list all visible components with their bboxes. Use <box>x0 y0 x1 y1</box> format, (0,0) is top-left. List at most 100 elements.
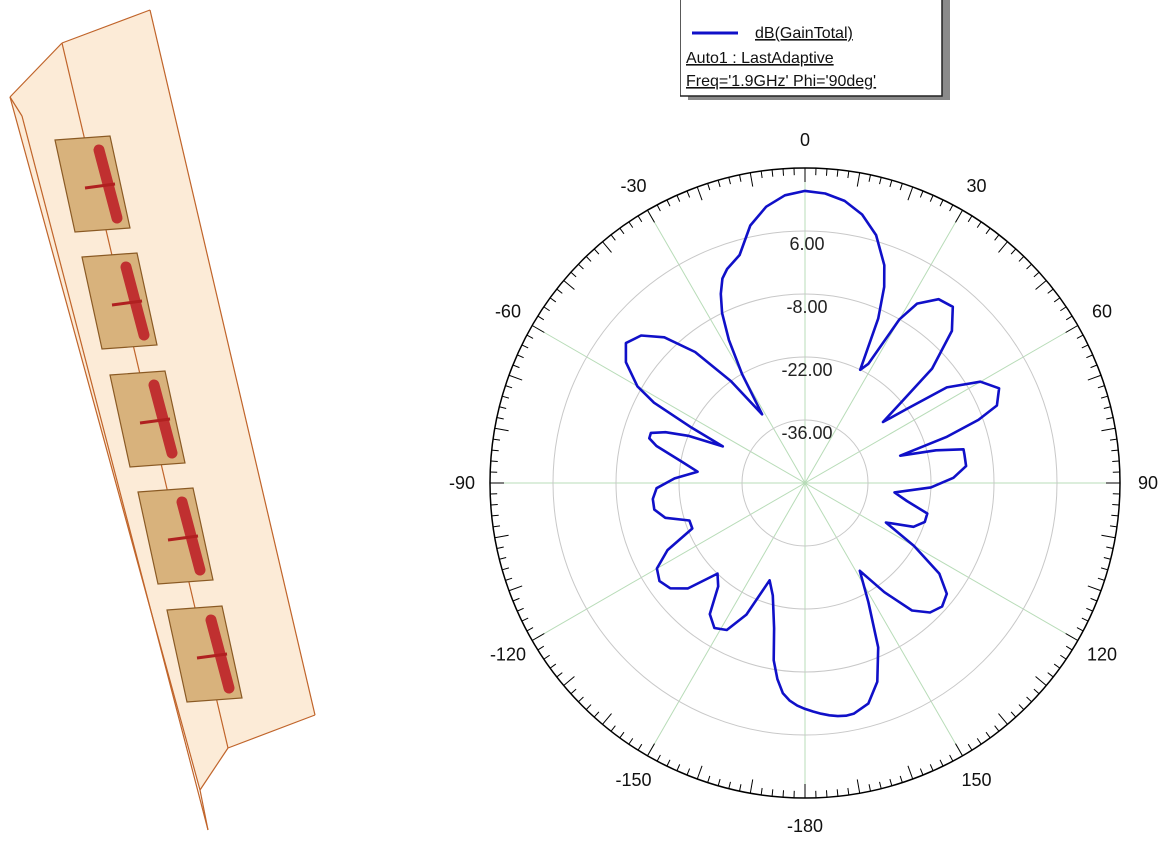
minor-tick <box>1076 334 1084 339</box>
feed-line <box>167 534 199 542</box>
reflector-edge <box>199 747 229 791</box>
minor-tick <box>1109 438 1118 441</box>
patch-element <box>166 605 243 703</box>
major-tick <box>1065 325 1079 333</box>
legend-setup-label: Auto1 : LastAdaptive <box>686 50 834 67</box>
minor-tick <box>491 449 499 452</box>
minor-tick <box>1103 557 1111 560</box>
minor-tick <box>526 334 534 339</box>
major-tick <box>907 186 914 201</box>
chart-legend: dB(GainTotal) Auto1 : LastAdaptive Freq=… <box>680 0 950 100</box>
minor-tick <box>570 688 577 695</box>
minor-tick <box>1076 627 1084 632</box>
minor-tick <box>556 672 563 678</box>
minor-tick <box>502 567 510 571</box>
minor-tick <box>994 234 1000 241</box>
minor-tick <box>1010 248 1017 255</box>
minor-tick <box>496 417 504 420</box>
reflector-edge <box>9 96 23 117</box>
minor-tick <box>543 306 550 312</box>
major-tick <box>563 280 575 290</box>
major-tick <box>998 713 1008 725</box>
minor-tick <box>656 204 661 212</box>
minor-tick <box>949 204 954 212</box>
grid-ring <box>741 419 869 547</box>
major-tick <box>1101 534 1116 539</box>
angle-tick-label: 30 <box>966 176 986 196</box>
angle-tick-label: 60 <box>1092 302 1112 322</box>
minor-tick <box>939 759 944 767</box>
minor-tick <box>666 199 671 207</box>
minor-tick <box>985 731 991 739</box>
minor-tick <box>593 711 600 718</box>
feed-line <box>111 299 143 307</box>
patch-element <box>54 135 131 233</box>
minor-tick <box>593 248 600 255</box>
minor-tick <box>656 754 661 762</box>
major-tick <box>494 427 509 432</box>
grid-spoke <box>647 209 963 757</box>
minor-tick <box>512 597 520 602</box>
radial-tick-label: -36.00 <box>781 423 832 443</box>
minor-tick <box>976 738 982 745</box>
major-tick <box>955 743 963 757</box>
minor-tick <box>967 743 973 751</box>
grid-ring <box>678 356 932 610</box>
minor-tick <box>521 344 529 349</box>
minor-tick <box>1111 449 1119 452</box>
major-tick <box>696 186 703 201</box>
minor-tick <box>739 174 742 182</box>
angle-tick-label: 150 <box>961 770 991 790</box>
reflector-edge <box>149 9 316 716</box>
minor-tick <box>717 778 721 786</box>
minor-tick <box>771 169 774 177</box>
minor-tick <box>739 784 742 792</box>
minor-tick <box>717 180 721 188</box>
angle-tick-label: -30 <box>620 176 646 196</box>
legend-box <box>680 0 943 97</box>
minor-tick <box>879 781 882 789</box>
minor-tick <box>1033 688 1040 695</box>
minor-tick <box>847 170 850 179</box>
major-tick <box>749 779 754 794</box>
minor-tick <box>537 645 545 651</box>
minor-tick <box>686 190 691 198</box>
minor-tick <box>1053 297 1061 303</box>
grid-ring <box>615 293 995 673</box>
minor-tick <box>505 385 513 389</box>
major-tick <box>647 743 655 757</box>
minor-tick <box>949 754 954 762</box>
minor-tick <box>868 784 871 792</box>
minor-tick <box>899 183 903 191</box>
minor-tick <box>1106 417 1114 420</box>
minor-tick <box>1100 395 1108 399</box>
polar-grid <box>489 167 1121 799</box>
major-tick <box>696 765 703 780</box>
major-tick <box>907 765 914 780</box>
major-tick <box>998 241 1008 253</box>
minor-tick <box>1060 654 1067 660</box>
major-tick <box>1087 374 1102 381</box>
minor-tick <box>628 221 634 228</box>
minor-tick <box>1018 256 1025 262</box>
radial-tick-label: -8.00 <box>786 297 827 317</box>
antenna-elements <box>54 135 243 703</box>
minor-tick <box>676 195 681 202</box>
polar-ticks <box>490 168 1120 798</box>
legend-series-label: dB(GainTotal) <box>755 25 853 42</box>
minor-tick <box>889 778 893 786</box>
angle-tick-label: -90 <box>449 473 475 493</box>
major-tick <box>749 172 754 187</box>
polar-chart: 0 30 60 90 120 150 -180 -150 -120 -90 -60 -30 6.00 -8… <box>449 130 1158 836</box>
minor-tick <box>1010 711 1017 718</box>
major-tick <box>602 713 612 725</box>
minor-tick <box>537 315 545 321</box>
minor-tick <box>492 525 501 528</box>
angle-tick-label: -180 <box>787 816 823 836</box>
feed-line <box>196 652 228 660</box>
minor-tick <box>1081 344 1089 349</box>
minor-tick <box>899 775 903 783</box>
minor-tick <box>666 759 671 767</box>
minor-tick <box>994 725 1000 732</box>
minor-tick <box>676 764 681 771</box>
